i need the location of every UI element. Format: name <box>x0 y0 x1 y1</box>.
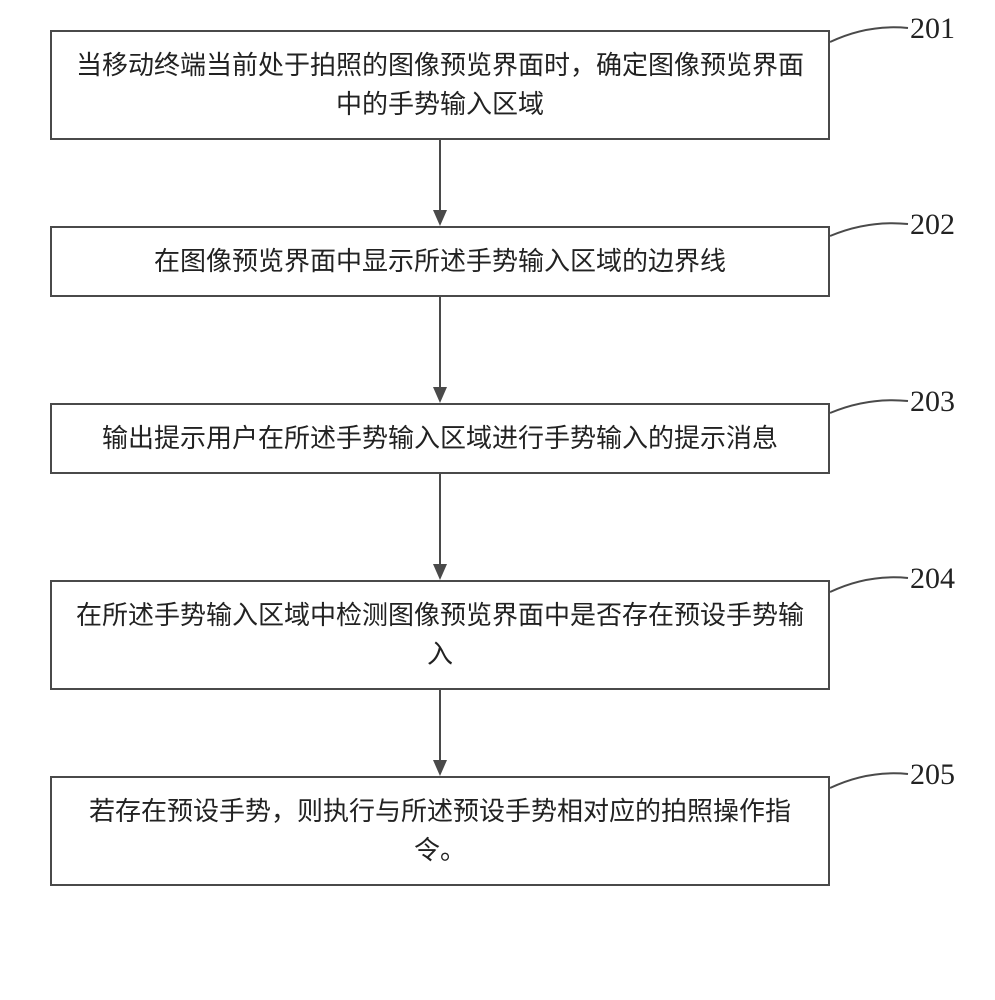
arrow-down-icon <box>425 474 455 580</box>
step-box-201: 当移动终端当前处于拍照的图像预览界面时，确定图像预览界面中的手势输入区域 <box>50 30 830 140</box>
flow-step: 若存在预设手势，则执行与所述预设手势相对应的拍照操作指令。 205 <box>50 776 945 886</box>
arrow-down-icon <box>425 140 455 226</box>
step-label: 204 <box>910 562 955 596</box>
arrow-down-icon <box>425 690 455 776</box>
step-text: 在图像预览界面中显示所述手势输入区域的边界线 <box>154 247 726 276</box>
callout-line <box>828 24 918 64</box>
connector-wrap <box>50 140 830 226</box>
step-label: 202 <box>910 208 955 242</box>
arrow-down-icon <box>425 297 455 403</box>
step-label: 205 <box>910 758 955 792</box>
flowchart-container: 当移动终端当前处于拍照的图像预览界面时，确定图像预览界面中的手势输入区域 201… <box>50 30 945 886</box>
connector-wrap <box>50 690 830 776</box>
callout-line <box>828 770 918 810</box>
step-label: 203 <box>910 385 955 419</box>
step-box-203: 输出提示用户在所述手势输入区域进行手势输入的提示消息 <box>50 403 830 474</box>
flow-step: 在所述手势输入区域中检测图像预览界面中是否存在预设手势输入 204 <box>50 580 945 690</box>
step-text: 若存在预设手势，则执行与所述预设手势相对应的拍照操作指令。 <box>89 797 791 865</box>
step-label: 201 <box>910 12 955 46</box>
flow-step: 在图像预览界面中显示所述手势输入区域的边界线 202 <box>50 226 945 297</box>
flow-step: 输出提示用户在所述手势输入区域进行手势输入的提示消息 203 <box>50 403 945 474</box>
step-box-204: 在所述手势输入区域中检测图像预览界面中是否存在预设手势输入 <box>50 580 830 690</box>
step-text: 输出提示用户在所述手势输入区域进行手势输入的提示消息 <box>102 424 778 453</box>
callout-line <box>828 574 918 614</box>
step-text: 当移动终端当前处于拍照的图像预览界面时，确定图像预览界面中的手势输入区域 <box>76 51 804 119</box>
flow-step: 当移动终端当前处于拍照的图像预览界面时，确定图像预览界面中的手势输入区域 201 <box>50 30 945 140</box>
connector-wrap <box>50 297 830 403</box>
step-box-205: 若存在预设手势，则执行与所述预设手势相对应的拍照操作指令。 <box>50 776 830 886</box>
step-box-202: 在图像预览界面中显示所述手势输入区域的边界线 <box>50 226 830 297</box>
callout-line <box>828 220 918 260</box>
callout-line <box>828 397 918 437</box>
connector-wrap <box>50 474 830 580</box>
step-text: 在所述手势输入区域中检测图像预览界面中是否存在预设手势输入 <box>76 601 804 669</box>
